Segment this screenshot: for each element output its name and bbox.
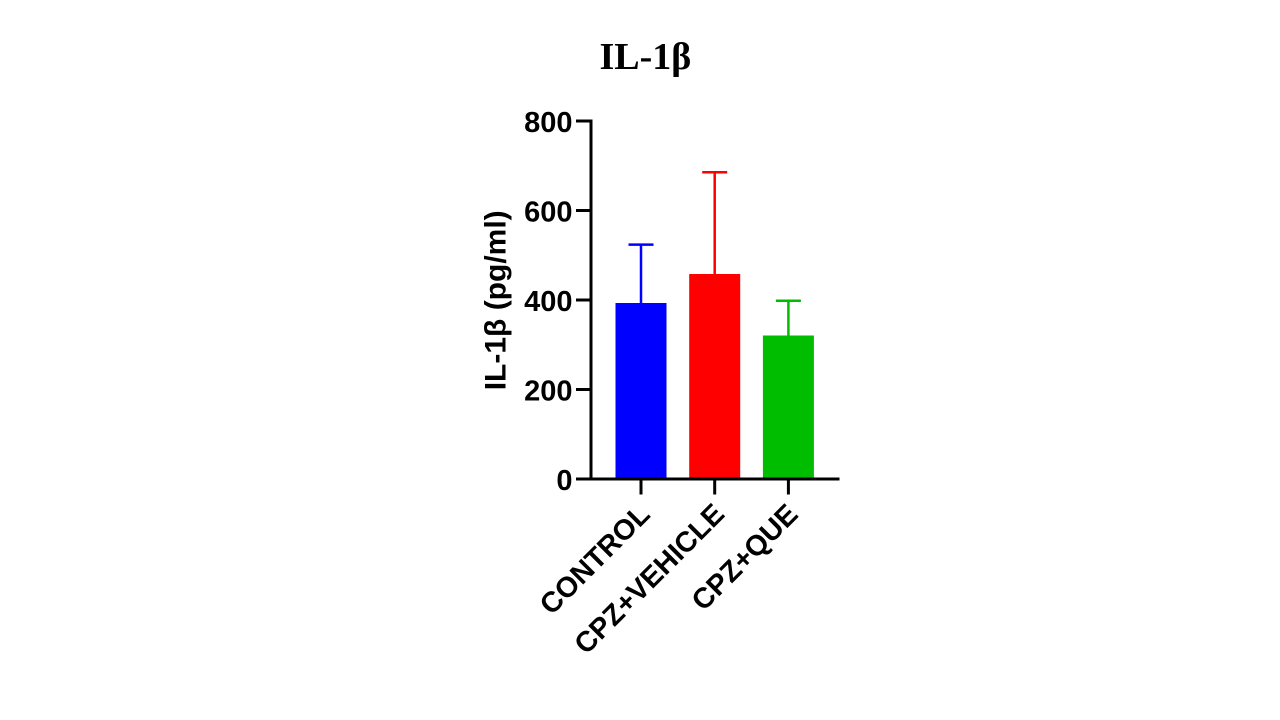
svg-text:0: 0 xyxy=(556,465,572,497)
svg-text:200: 200 xyxy=(524,375,572,407)
svg-text:800: 800 xyxy=(524,107,572,139)
svg-text:400: 400 xyxy=(524,286,572,318)
svg-text:IL-1β (pg/ml): IL-1β (pg/ml) xyxy=(480,210,513,390)
svg-text:IL-1β: IL-1β xyxy=(599,36,691,78)
svg-text:600: 600 xyxy=(524,196,572,228)
